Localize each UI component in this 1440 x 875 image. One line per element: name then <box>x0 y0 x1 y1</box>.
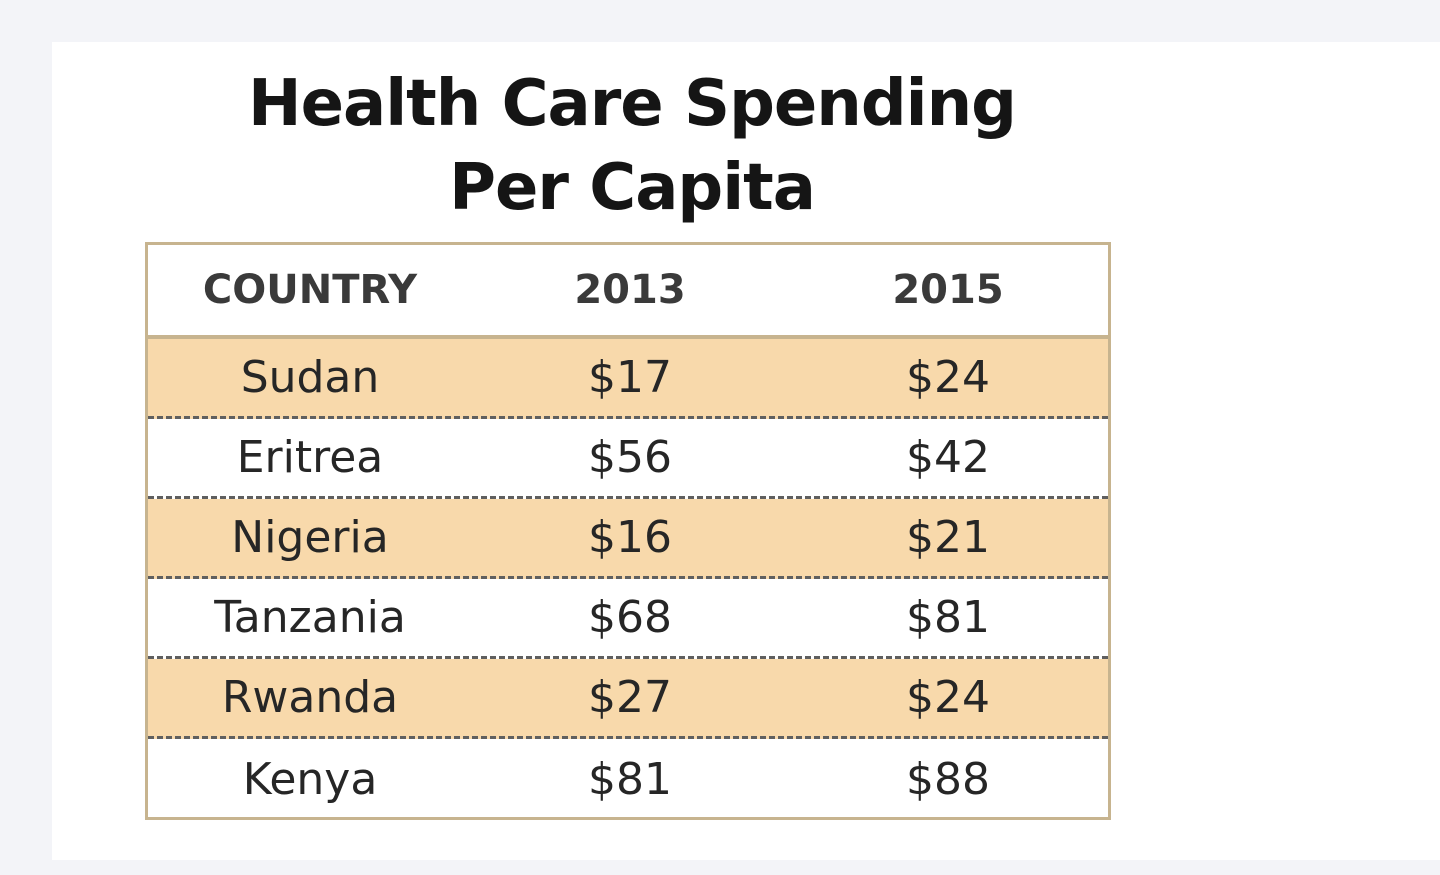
value-2013-cell: $17 <box>588 352 672 403</box>
chart-title: Health Care Spending Per Capita <box>52 62 1212 230</box>
country-cell: Nigeria <box>231 512 389 563</box>
value-2015-cell: $21 <box>906 512 990 563</box>
value-2013-cell: $56 <box>588 432 672 483</box>
country-cell: Eritrea <box>236 432 384 483</box>
spending-table: COUNTRY 2013 2015 Sudan $17 $24 Eritrea … <box>145 242 1111 820</box>
value-2015-cell: $24 <box>906 672 990 723</box>
table-row: Rwanda $27 $24 <box>148 659 1108 739</box>
country-cell: Rwanda <box>221 672 399 723</box>
chart-title-line-1: Health Care Spending <box>248 67 1017 141</box>
table-row: Tanzania $68 $81 <box>148 579 1108 659</box>
value-2013-cell: $68 <box>588 592 672 643</box>
column-header-2013: 2013 <box>574 267 686 313</box>
table-header-row: COUNTRY 2013 2015 <box>148 245 1108 339</box>
value-2013-cell: $27 <box>588 672 672 723</box>
country-cell: Tanzania <box>214 592 406 643</box>
table-row: Nigeria $16 $21 <box>148 499 1108 579</box>
country-cell: Kenya <box>242 753 378 805</box>
value-2015-cell: $42 <box>906 432 990 483</box>
table-row: Eritrea $56 $42 <box>148 419 1108 499</box>
value-2015-cell: $88 <box>906 753 990 805</box>
value-2013-cell: $16 <box>588 512 672 563</box>
chart-title-line-2: Per Capita <box>449 151 816 225</box>
value-2015-cell: $81 <box>906 592 990 643</box>
column-header-2015: 2015 <box>892 267 1004 313</box>
value-2015-cell: $24 <box>906 352 990 403</box>
table-row: Sudan $17 $24 <box>148 339 1108 419</box>
country-cell: Sudan <box>240 352 380 403</box>
table-row: Kenya $81 $88 <box>148 739 1108 819</box>
value-2013-cell: $81 <box>588 753 672 805</box>
column-header-country: COUNTRY <box>202 267 418 313</box>
